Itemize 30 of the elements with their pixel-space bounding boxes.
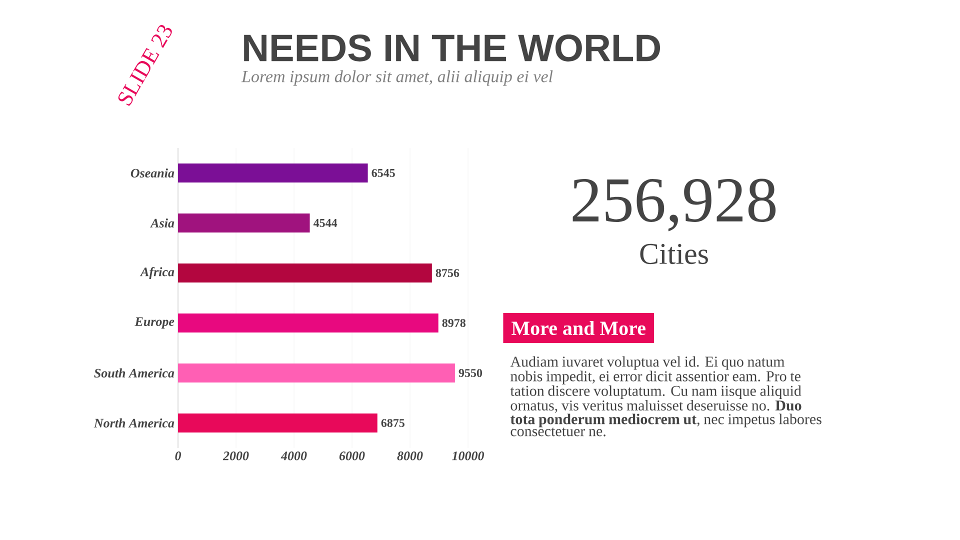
data-label: 8756 [436,268,460,278]
x-tick-label: 10000 [452,452,484,460]
bar [178,263,432,282]
y-tick-label: Europe [134,317,174,329]
data-label: 9550 [458,368,482,378]
y-tick-label: Oseania [130,168,174,178]
y-tick-label: North America [94,418,174,428]
text: Cities [640,244,708,264]
data-label: 8978 [442,318,466,328]
chart-subtitle: Lorem ipsum dolor sit amet, alii aliquip ei vel [241,70,553,86]
x-tick-label: 8000 [397,452,423,460]
text: Audiam iuvaret voluptua vel id. Ei quo natum nobis impedit, ei error dicit assentior eam. Pro te tation discere voluptatum. Cu nam iisque aliquid ornatus, vis veritus maluisset deseruisse no. Duo tota ponderum mediocrem ut, nec impetus labores consectetuer ne. [510,356,822,436]
x-tick-label: 6000 [339,452,365,460]
bar [178,313,438,332]
y-tick-label: Asia [150,218,174,228]
x-tick-label: 4000 [280,452,307,460]
bar [178,213,310,232]
text: 256,928 [572,178,776,232]
data-label: 4544 [313,218,338,227]
data-label: 6545 [372,168,395,178]
bar [178,363,455,382]
bar [178,413,378,432]
text: More and More [512,320,646,336]
x-tick-label: 0 [175,452,182,460]
bar [178,163,368,182]
chart-title: NEEDS IN THE WORLD [244,34,660,62]
y-tick-label: South America [94,368,174,378]
data-label: 6875 [381,418,404,428]
y-tick-label: Africa [140,267,174,279]
x-tick-label: 2000 [222,452,249,460]
